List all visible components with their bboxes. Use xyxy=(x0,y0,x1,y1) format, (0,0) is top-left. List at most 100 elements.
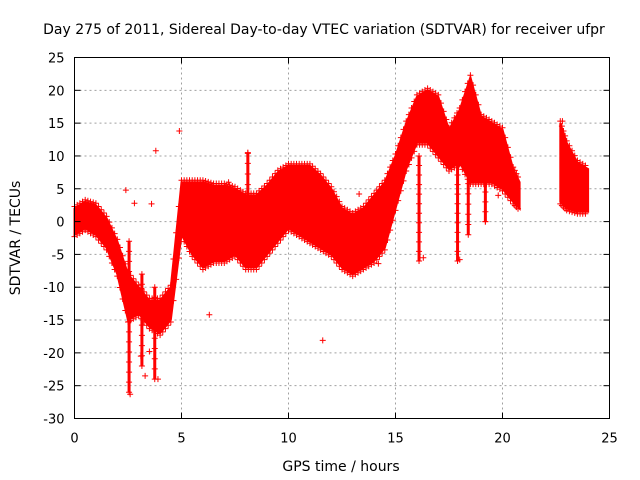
data-band-main-edge-marker xyxy=(82,196,89,203)
data-band-main-edge-marker xyxy=(202,178,209,185)
data-band-late-edge-marker xyxy=(571,152,578,159)
data-band-late-edge-marker xyxy=(582,210,589,217)
data-band-main-edge-marker xyxy=(199,177,206,184)
data-band-main-edge-marker xyxy=(226,182,233,189)
data-band-main-edge-marker xyxy=(333,259,340,266)
data-band-main-edge-marker xyxy=(368,193,375,200)
data-spike-marker xyxy=(465,150,472,157)
data-band-main-edge-marker xyxy=(162,325,169,332)
data-spike-marker xyxy=(416,248,423,255)
data-band-main-edge-marker xyxy=(502,134,509,141)
data-band-main-edge-marker xyxy=(371,190,378,197)
data-point xyxy=(420,254,427,261)
data-band-main-edge-marker xyxy=(502,191,509,198)
data-band-main-edge-marker xyxy=(403,118,410,125)
data-point xyxy=(154,376,161,383)
data-layer xyxy=(71,72,590,398)
y-axis-label: SDTVAR / TECUs xyxy=(8,181,24,296)
data-spike-marker xyxy=(482,139,489,146)
data-band-main-edge-marker xyxy=(111,230,118,237)
data-band-late-edge-marker xyxy=(560,128,567,135)
x-tick-label: 20 xyxy=(494,432,511,447)
data-band-main-edge-marker xyxy=(130,275,137,282)
data-point xyxy=(131,200,138,207)
data-band-main-edge-marker xyxy=(269,173,276,180)
data-band-main-edge-marker xyxy=(317,170,324,177)
x-tick-label: 10 xyxy=(280,432,297,447)
data-band-main-edge-marker xyxy=(365,196,372,203)
data-band-main-edge-marker xyxy=(454,109,461,116)
data-band-main-edge-marker xyxy=(475,101,482,108)
data-band-main-edge-marker xyxy=(470,82,477,89)
data-spike-marker xyxy=(151,325,158,332)
data-spike-marker xyxy=(126,348,133,355)
data-band-main-edge-marker xyxy=(165,322,172,329)
data-band-main-edge-marker xyxy=(234,256,241,263)
data-band-main-edge-marker xyxy=(320,173,327,180)
y-tick-label: -25 xyxy=(43,380,64,395)
data-spike-marker xyxy=(416,200,423,207)
data-spike-marker xyxy=(416,191,423,198)
data-band-main-edge-marker xyxy=(143,292,150,299)
data-band-main-edge-marker xyxy=(266,177,273,184)
data-band-main-edge-marker xyxy=(114,236,121,243)
data-spike-marker xyxy=(138,271,145,278)
data-spike-marker xyxy=(416,238,423,245)
data-band-main-edge-marker xyxy=(90,199,97,206)
data-band-main-edge-marker xyxy=(167,282,174,289)
data-band-main-edge-marker xyxy=(264,253,271,260)
data-band-main-edge-marker xyxy=(258,259,265,266)
data-band-main-edge-marker xyxy=(504,144,511,151)
data-band-main-edge-marker xyxy=(437,158,444,165)
data-band-late-edge-marker xyxy=(582,162,589,169)
data-band-main-edge-marker xyxy=(167,319,174,326)
data-spike-marker xyxy=(416,181,423,188)
data-band-late-edge-marker xyxy=(569,209,576,216)
data-band-main-edge-marker xyxy=(405,161,412,168)
data-spike-marker xyxy=(126,248,133,255)
x-axis-label: GPS time / hours xyxy=(282,459,399,475)
data-band-main-edge-marker xyxy=(103,246,110,253)
data-band-main-edge-marker xyxy=(387,164,394,171)
data-band-main-edge-marker xyxy=(229,182,236,189)
data-band-main-edge-marker xyxy=(459,166,466,173)
data-band-main-edge-marker xyxy=(432,151,439,158)
data-spike-marker xyxy=(454,248,461,255)
data-band-main-edge-marker xyxy=(122,260,129,267)
data-band-main-edge-marker xyxy=(119,296,126,303)
y-tick-label: 20 xyxy=(48,84,65,99)
data-band-main-edge-marker xyxy=(240,263,247,270)
data-spike-marker xyxy=(151,335,158,342)
y-tick-label: 5 xyxy=(56,183,64,198)
data-band-main-edge-marker xyxy=(515,205,522,212)
data-spike-marker xyxy=(416,229,423,236)
data-band-main-edge-marker xyxy=(395,197,402,204)
data-band-main-edge-marker xyxy=(261,256,268,263)
data-band-main-edge-marker xyxy=(440,161,447,168)
data-point xyxy=(285,160,292,167)
data-band-late-edge-marker xyxy=(566,208,573,215)
data-band-main-edge-marker xyxy=(330,188,337,195)
data-band-main-edge-marker xyxy=(108,259,115,266)
data-point xyxy=(146,348,153,355)
data-spike-marker xyxy=(454,219,461,226)
data-spike-marker xyxy=(454,152,461,159)
data-point xyxy=(582,185,589,192)
data-band-main-edge-marker xyxy=(437,100,444,107)
data-spike-marker xyxy=(465,211,472,218)
data-band-main-edge-marker xyxy=(373,187,380,194)
data-band-main-edge-marker xyxy=(111,266,118,273)
data-band-main-edge-marker xyxy=(98,206,105,213)
data-spike-marker xyxy=(465,139,472,146)
data-spike-marker xyxy=(465,190,472,197)
data-point xyxy=(375,260,382,267)
data-band-main-edge-marker xyxy=(330,256,337,263)
data-band-main-edge-marker xyxy=(266,250,273,257)
data-band-main-edge-marker xyxy=(408,154,415,161)
y-tick-label: -10 xyxy=(43,281,64,296)
data-band-main-edge-marker xyxy=(379,180,386,187)
data-band-main-edge-marker xyxy=(165,285,172,292)
data-band-main-edge-marker xyxy=(256,263,263,270)
data-spike-marker xyxy=(465,231,472,238)
plot-frame xyxy=(74,57,610,419)
